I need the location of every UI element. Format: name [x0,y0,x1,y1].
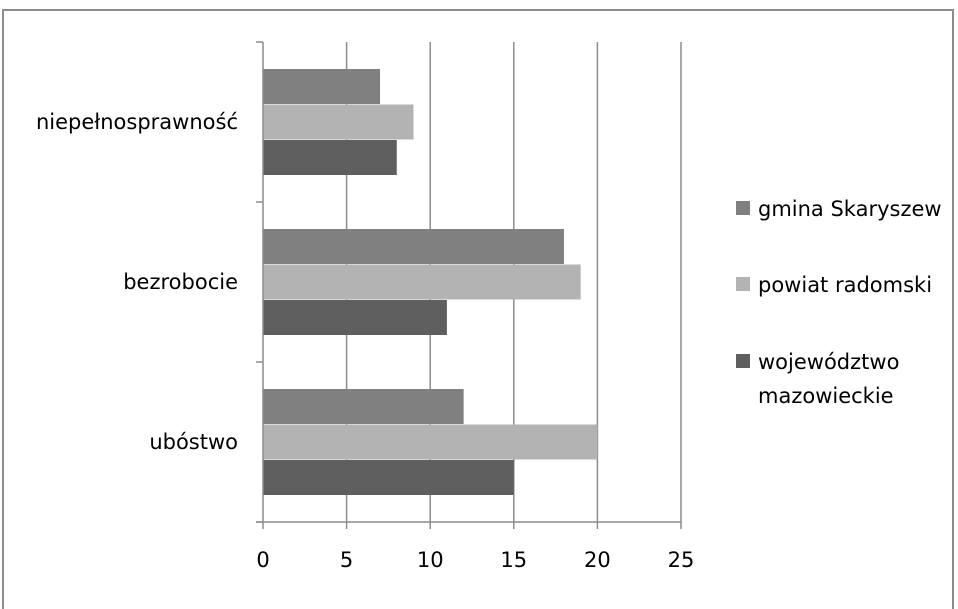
bar-3-2 [263,424,598,460]
category-label: niepełnosprawność [36,110,238,134]
bar-2-1 [263,229,564,264]
legend-swatch [736,354,750,368]
legend-swatch [736,277,750,291]
bar-1-2 [263,104,414,140]
bar-1-1 [263,69,381,104]
bar-chart: niepełnosprawność bezrobocie ubóstwo 0 5 10 15… [36,41,942,572]
legend-swatch [736,201,750,215]
bar-2-3 [263,300,447,335]
axis-labels: niepełnosprawność bezrobocie ubóstwo 0 5 10 15… [36,110,694,572]
axes [256,41,682,529]
bars [263,69,598,495]
legend-label: mazowieckie [758,384,894,408]
x-tick-label: 25 [668,548,695,572]
x-tick-label: 10 [417,548,444,572]
chart-frame [2,9,954,609]
category-label: ubóstwo [149,430,238,454]
bar-1-3 [263,140,397,175]
legend-label: powiat radomski [758,273,932,297]
x-tick-label: 20 [584,548,611,572]
bar-2-2 [263,264,581,300]
legend: gmina Skaryszew powiat radomski województw… [736,197,942,408]
legend-label: województwo [758,350,899,374]
x-tick-label: 15 [500,548,527,572]
x-tick-label: 0 [256,548,269,572]
category-label: bezrobocie [123,270,238,294]
legend-label: gmina Skaryszew [758,197,942,221]
bar-3-3 [263,460,514,495]
x-tick-label: 5 [340,548,353,572]
bar-3-1 [263,389,464,424]
